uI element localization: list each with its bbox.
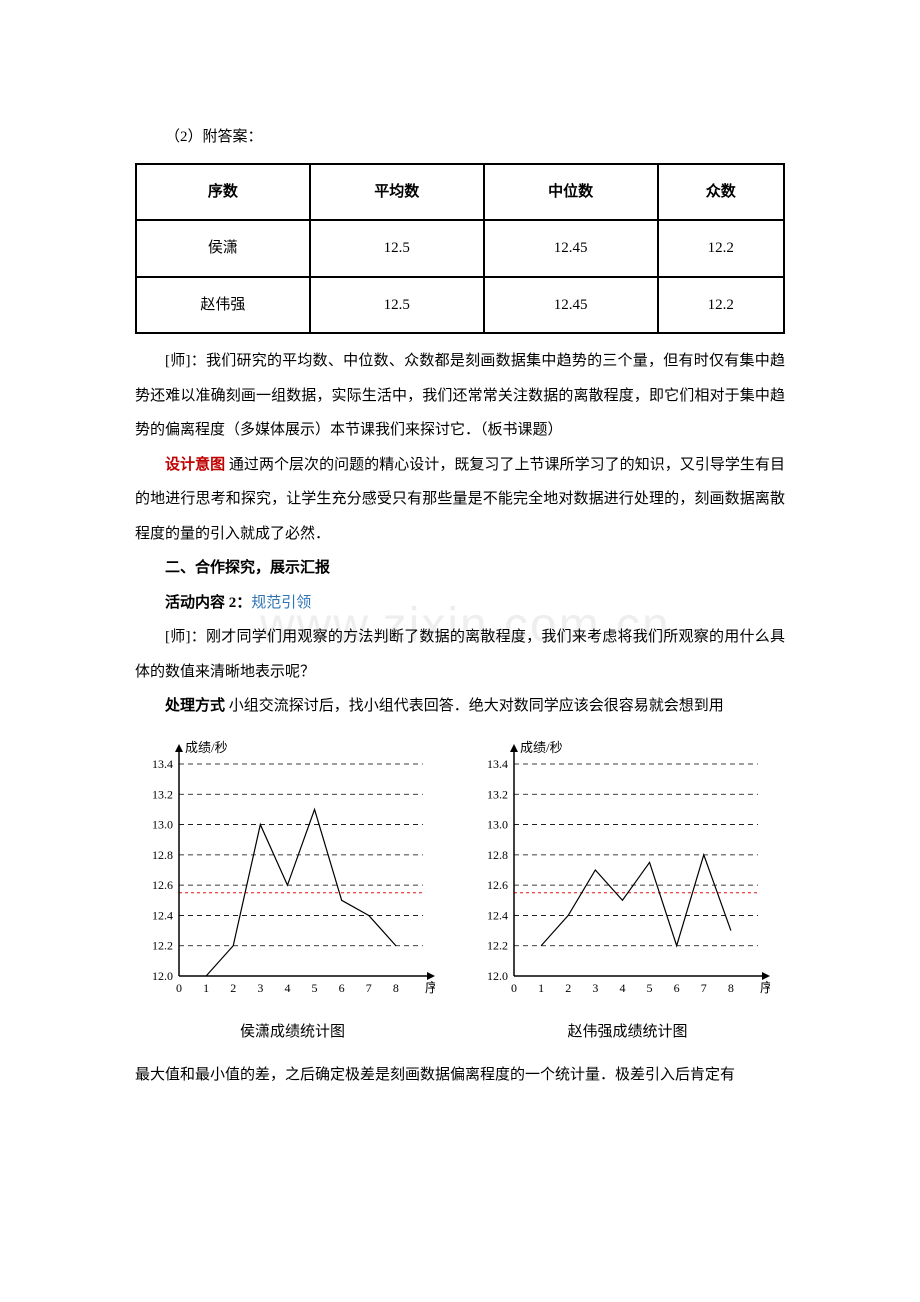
cell: 12.5 — [310, 220, 484, 277]
svg-text:12.8: 12.8 — [487, 847, 508, 861]
svg-text:12.8: 12.8 — [152, 847, 173, 861]
svg-text:1: 1 — [538, 981, 544, 995]
svg-text:2: 2 — [565, 981, 571, 995]
chart-right-wrap: 成绩/秒 12.0 12.2 12.4 12.6 12.8 13.0 13.2 13.4 0 1 2 3… — [470, 736, 785, 1050]
svg-text:13.0: 13.0 — [487, 817, 508, 831]
table-row: 侯潇 12.5 12.45 12.2 — [136, 220, 784, 277]
design-intent-text: 通过两个层次的问题的精心设计，既复习了上节课所学习了的知识，又引导学生有目的地进… — [135, 457, 785, 542]
svg-text:6: 6 — [339, 981, 345, 995]
svg-text:13.0: 13.0 — [152, 817, 173, 831]
chart-left-wrap: 成绩/秒 12.0 12.2 12.4 12.6 12.8 13.0 13.2 13.4 0 1 2 3… — [135, 736, 450, 1050]
answer-label: （2）附答案： — [135, 120, 785, 155]
svg-text:0: 0 — [176, 981, 182, 995]
svg-text:12.0: 12.0 — [152, 969, 173, 983]
section-2-heading: 二、合作探究，展示汇报 — [135, 551, 785, 586]
cell: 12.45 — [484, 277, 658, 334]
method-paragraph: 处理方式 小组交流探讨后，找小组代表回答．绝大对数同学应该会很容易就会想到用 — [135, 689, 785, 724]
method-text: 小组交流探讨后，找小组代表回答．绝大对数同学应该会很容易就会想到用 — [225, 698, 724, 714]
table-header-row: 序数 平均数 中位数 众数 — [136, 164, 784, 221]
svg-text:3: 3 — [257, 981, 263, 995]
svg-text:13.4: 13.4 — [152, 757, 173, 771]
closing-paragraph: 最大值和最小值的差，之后确定极差是刻画数据偏离程度的一个统计量．极差引入后肯定有 — [135, 1058, 785, 1093]
svg-text:5: 5 — [312, 981, 318, 995]
svg-text:12.0: 12.0 — [487, 969, 508, 983]
cell: 12.45 — [484, 220, 658, 277]
charts-row: 成绩/秒 12.0 12.2 12.4 12.6 12.8 13.0 13.2 13.4 0 1 2 3… — [135, 736, 785, 1050]
chart-right-caption: 赵伟强成绩统计图 — [470, 1015, 785, 1050]
th-0: 序数 — [136, 164, 310, 221]
svg-text:7: 7 — [366, 981, 372, 995]
svg-text:13.2: 13.2 — [152, 787, 173, 801]
th-3: 众数 — [658, 164, 784, 221]
chart-left-caption: 侯潇成绩统计图 — [135, 1015, 450, 1050]
cell: 12.2 — [658, 277, 784, 334]
method-label: 处理方式 — [165, 698, 225, 714]
svg-text:4: 4 — [284, 981, 290, 995]
svg-text:13.4: 13.4 — [487, 757, 508, 771]
design-intent-label: 设计意图 — [165, 457, 225, 473]
chart-right: 成绩/秒 12.0 12.2 12.4 12.6 12.8 13.0 13.2 13.4 0 1 2 3… — [470, 736, 770, 1006]
cell: 12.2 — [658, 220, 784, 277]
activity-title: 规范引领 — [251, 595, 311, 611]
svg-text:12.2: 12.2 — [152, 938, 173, 952]
svg-text:8: 8 — [393, 981, 399, 995]
document-body: （2）附答案： 序数 平均数 中位数 众数 侯潇 12.5 12.45 12.2… — [135, 120, 785, 1092]
svg-text:成绩/秒: 成绩/秒 — [520, 740, 563, 755]
svg-text:12.4: 12.4 — [152, 908, 173, 922]
svg-text:12.2: 12.2 — [487, 938, 508, 952]
stats-table: 序数 平均数 中位数 众数 侯潇 12.5 12.45 12.2 赵伟强 12.… — [135, 163, 785, 335]
cell: 12.5 — [310, 277, 484, 334]
svg-text:6: 6 — [674, 981, 680, 995]
svg-text:序数: 序数 — [760, 980, 770, 995]
teacher-paragraph-1: [师]：我们研究的平均数、中位数、众数都是刻画数据集中趋势的三个量，但有时仅有集… — [135, 344, 785, 448]
table-row: 赵伟强 12.5 12.45 12.2 — [136, 277, 784, 334]
svg-text:12.4: 12.4 — [487, 908, 508, 922]
svg-text:13.2: 13.2 — [487, 787, 508, 801]
svg-text:0: 0 — [511, 981, 517, 995]
design-paragraph: 设计意图 通过两个层次的问题的精心设计，既复习了上节课所学习了的知识，又引导学生… — [135, 448, 785, 552]
th-2: 中位数 — [484, 164, 658, 221]
svg-text:4: 4 — [619, 981, 625, 995]
svg-text:12.6: 12.6 — [152, 878, 173, 892]
svg-text:成绩/秒: 成绩/秒 — [185, 740, 228, 755]
svg-text:2: 2 — [230, 981, 236, 995]
svg-text:1: 1 — [203, 981, 209, 995]
th-1: 平均数 — [310, 164, 484, 221]
svg-text:3: 3 — [592, 981, 598, 995]
svg-text:序数: 序数 — [425, 980, 435, 995]
svg-text:8: 8 — [728, 981, 734, 995]
svg-text:7: 7 — [701, 981, 707, 995]
activity-line: 活动内容 2：规范引领 — [135, 586, 785, 621]
cell: 侯潇 — [136, 220, 310, 277]
svg-text:12.6: 12.6 — [487, 878, 508, 892]
activity-label: 活动内容 2： — [165, 595, 251, 611]
chart-left: 成绩/秒 12.0 12.2 12.4 12.6 12.8 13.0 13.2 13.4 0 1 2 3… — [135, 736, 435, 1006]
svg-text:5: 5 — [647, 981, 653, 995]
teacher-paragraph-2: [师]：刚才同学们用观察的方法判断了数据的离散程度，我们来考虑将我们所观察的用什… — [135, 620, 785, 689]
cell: 赵伟强 — [136, 277, 310, 334]
